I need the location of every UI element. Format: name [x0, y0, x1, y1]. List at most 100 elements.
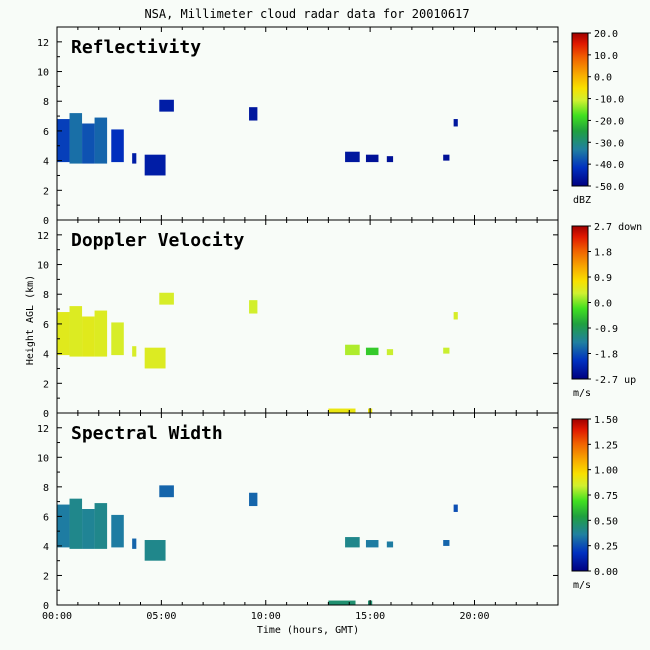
colorbar-label: 10.0 [594, 51, 618, 62]
echo-region-2-6 [144, 540, 166, 561]
colorbar-label: -0.9 [594, 324, 618, 335]
colorbar-label: 1.00 [594, 466, 618, 477]
echo-region-0-6 [144, 154, 166, 176]
echo-region-0-0 [57, 119, 70, 163]
echo-region-2-2 [82, 509, 95, 549]
echo-region-1-13 [453, 312, 458, 320]
panel-title: Spectral Width [71, 423, 223, 444]
echo-region-0-2 [82, 123, 95, 164]
echo-region-1-1 [69, 306, 83, 357]
echo-region-1-5 [132, 346, 137, 357]
colorbar-label: 0.75 [594, 491, 618, 502]
y-tick-label: 4 [43, 157, 49, 168]
y-tick-label: 10 [37, 453, 49, 464]
colorbar-label: 0.25 [594, 542, 618, 553]
x-tick-label: 15:00 [355, 611, 385, 622]
echo-region-2-12 [443, 540, 450, 546]
y-tick-label: 10 [37, 68, 49, 79]
echo-region-1-12 [443, 347, 450, 354]
echo-region-2-4 [111, 514, 124, 548]
y-tick-label: 12 [37, 38, 49, 49]
echo-region-2-0 [57, 504, 70, 548]
colorbar-label: 0.0 [594, 299, 612, 310]
x-tick-label: 20:00 [459, 611, 489, 622]
y-tick-label: 4 [43, 350, 49, 361]
colorbar-label: 0.9 [594, 273, 612, 284]
echo-region-0-11 [386, 156, 394, 163]
colorbar-unit: m/s [573, 580, 591, 591]
colorbar-label: -30.0 [594, 138, 624, 149]
echo-region-2-7 [159, 485, 174, 498]
echo-region-0-7 [159, 99, 174, 112]
y-tick-label: 6 [43, 512, 49, 523]
echo-region-0-3 [94, 117, 108, 164]
echo-region-2-3 [94, 503, 108, 549]
y-tick-label: 0 [43, 601, 49, 612]
colorbar-unit: dBZ [573, 195, 591, 206]
colorbar-2 [571, 418, 589, 572]
echo-region-2-1 [69, 498, 83, 549]
panel-1: 0 2 4 6 8 10 12 Doppler Velocity 2.7 down 1.8 0.9 0… [37, 219, 642, 420]
colorbar-label: -50.0 [594, 182, 624, 193]
colorbar-label: 0.0 [594, 73, 612, 84]
echo-region-0-13 [453, 119, 458, 127]
panel-2: 0 2 4 6 8 10 12 00:00 05:00 10:00 15:00 20:00 Spectr… [37, 412, 618, 622]
colorbar-label: 2.7 down [594, 222, 642, 233]
colorbar-label: 1.8 [594, 248, 612, 259]
panel-0: 0 2 4 6 8 10 12 Reflectivity 20.0 10.0 0.0 -10.0 -20… [37, 26, 624, 227]
y-tick-label: 12 [37, 424, 49, 435]
figure-title: NSA, Millimeter cloud radar data for 200… [144, 7, 469, 21]
colorbar-1 [571, 225, 589, 380]
y-tick-label: 6 [43, 320, 49, 331]
colorbar-label: -40.0 [594, 160, 624, 171]
y-tick-label: 2 [43, 379, 49, 390]
panel-title: Doppler Velocity [71, 230, 245, 251]
x-tick-label: 05:00 [146, 611, 176, 622]
echo-region-1-10 [365, 347, 379, 356]
echo-region-2-13 [453, 504, 458, 512]
echo-region-0-10 [365, 154, 379, 163]
colorbar-label: -10.0 [594, 95, 624, 106]
colorbar-label: 20.0 [594, 29, 618, 40]
echo-region-1-2 [82, 316, 95, 357]
echo-region-0-1 [69, 113, 83, 164]
y-tick-label: 8 [43, 483, 49, 494]
echo-region-1-0 [57, 312, 70, 356]
x-axis-label: Time (hours, GMT) [257, 625, 359, 636]
y-tick-label: 6 [43, 127, 49, 138]
echo-region-2-14 [328, 600, 356, 605]
echo-region-1-11 [386, 349, 394, 356]
echo-region-0-12 [443, 154, 450, 161]
echo-region-1-4 [111, 322, 124, 356]
echo-region-2-5 [132, 538, 137, 549]
echo-region-1-14 [328, 408, 356, 413]
colorbar-label: 1.25 [594, 440, 618, 451]
y-tick-label: 2 [43, 186, 49, 197]
panel-title: Reflectivity [71, 37, 201, 58]
echo-region-0-8 [249, 107, 258, 121]
y-tick-label: 4 [43, 542, 49, 553]
colorbar-0 [571, 32, 589, 187]
colorbar-label: 1.50 [594, 415, 618, 426]
colorbar-label: 0.00 [594, 567, 618, 578]
echo-region-1-3 [94, 310, 108, 357]
y-tick-label: 10 [37, 261, 49, 272]
echo-region-0-5 [132, 153, 137, 164]
y-tick-label: 0 [43, 409, 49, 420]
y-tick-label: 12 [37, 231, 49, 242]
y-tick-label: 2 [43, 571, 49, 582]
echo-region-2-9 [345, 537, 360, 548]
echo-region-0-9 [345, 151, 360, 163]
y-tick-label: 8 [43, 97, 49, 108]
echo-region-1-9 [345, 344, 360, 356]
echo-region-1-7 [159, 292, 174, 305]
y-axis-label: Height AGL (km) [25, 275, 36, 365]
colorbar-label: 0.50 [594, 516, 618, 527]
x-tick-label: 10:00 [251, 611, 281, 622]
colorbar-unit: m/s [573, 388, 591, 399]
echo-region-2-8 [249, 492, 258, 507]
colorbar-label: -1.8 [594, 350, 618, 361]
y-tick-label: 0 [43, 216, 49, 227]
